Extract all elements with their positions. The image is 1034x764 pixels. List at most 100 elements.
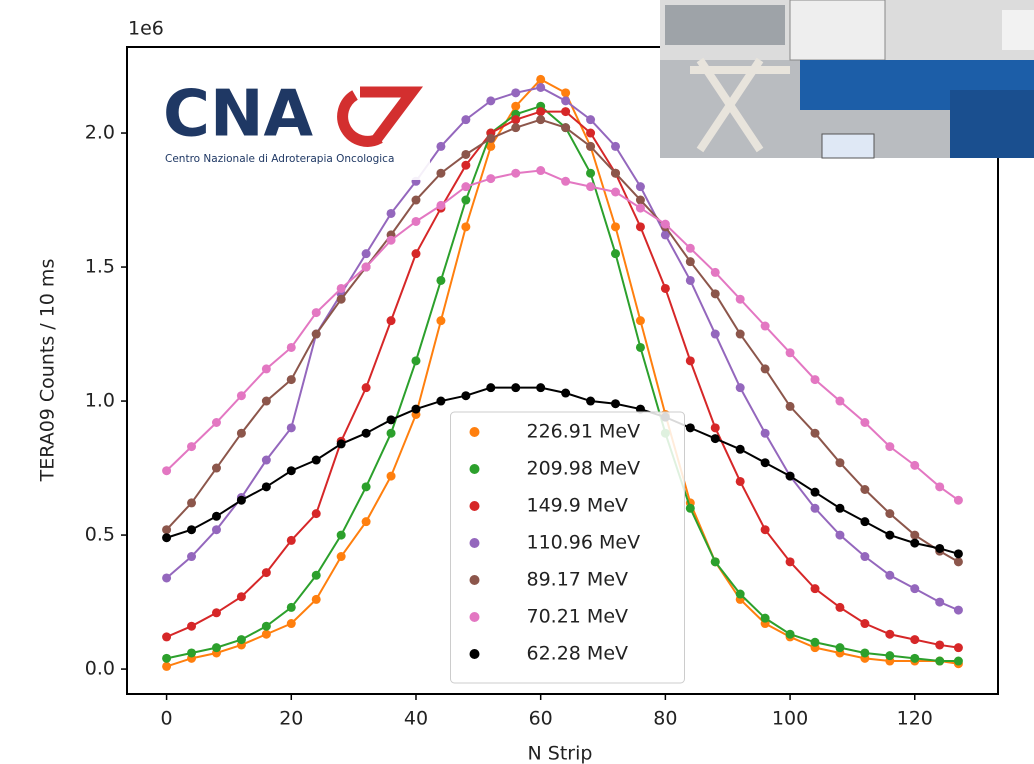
x-tick-label: 120 bbox=[897, 708, 933, 730]
x-tick-label: 40 bbox=[404, 708, 428, 730]
photo-frame bbox=[690, 57, 790, 153]
legend-label: 70.21 MeV bbox=[527, 606, 629, 628]
data-point bbox=[885, 651, 895, 661]
data-point bbox=[436, 396, 446, 406]
data-point bbox=[910, 530, 920, 540]
data-point bbox=[785, 471, 795, 481]
x-tick-label: 20 bbox=[279, 708, 303, 730]
photo-sign bbox=[1002, 10, 1034, 50]
data-point bbox=[436, 316, 446, 326]
data-point bbox=[910, 653, 920, 663]
data-point bbox=[735, 444, 745, 454]
data-point bbox=[735, 294, 745, 304]
data-point bbox=[810, 637, 820, 647]
x-tick-label: 0 bbox=[161, 708, 173, 730]
data-point bbox=[336, 294, 346, 304]
data-point bbox=[187, 498, 197, 508]
data-point bbox=[536, 115, 546, 125]
y-tick-label: 0.0 bbox=[85, 658, 115, 680]
data-point bbox=[261, 482, 271, 492]
data-point bbox=[436, 275, 446, 285]
data-point bbox=[361, 428, 371, 438]
data-point bbox=[935, 597, 945, 607]
data-point bbox=[511, 123, 521, 133]
data-point bbox=[910, 635, 920, 645]
data-point bbox=[810, 584, 820, 594]
data-point bbox=[461, 222, 471, 232]
data-point bbox=[760, 428, 770, 438]
data-point bbox=[311, 594, 321, 604]
data-point bbox=[760, 321, 770, 331]
data-point bbox=[286, 535, 296, 545]
data-point bbox=[162, 466, 172, 476]
data-point bbox=[835, 458, 845, 468]
data-point bbox=[486, 174, 496, 184]
data-point bbox=[885, 629, 895, 639]
photo-stand bbox=[950, 90, 1034, 158]
data-point bbox=[436, 141, 446, 151]
data-point bbox=[361, 262, 371, 272]
data-point bbox=[561, 88, 571, 98]
data-point bbox=[361, 482, 371, 492]
data-point bbox=[261, 455, 271, 465]
data-point bbox=[586, 182, 596, 192]
data-point bbox=[710, 289, 720, 299]
legend: 226.91 MeV 209.98 MeV 149.9 MeV 110.96 MeV 8… bbox=[450, 411, 685, 684]
data-point bbox=[685, 257, 695, 267]
data-point bbox=[236, 635, 246, 645]
data-point bbox=[187, 648, 197, 658]
legend-label: 226.91 MeV bbox=[527, 421, 641, 443]
data-point bbox=[386, 316, 396, 326]
data-point bbox=[261, 621, 271, 631]
data-point bbox=[860, 619, 870, 629]
legend-label: 149.9 MeV bbox=[527, 495, 629, 517]
data-point bbox=[953, 656, 963, 666]
data-point bbox=[336, 552, 346, 562]
data-point bbox=[735, 476, 745, 486]
data-point bbox=[261, 568, 271, 578]
data-point bbox=[211, 608, 221, 618]
data-point bbox=[660, 219, 670, 229]
data-point bbox=[236, 391, 246, 401]
data-point bbox=[187, 525, 197, 535]
data-point bbox=[211, 511, 221, 521]
plot-area bbox=[162, 74, 963, 671]
data-point bbox=[386, 428, 396, 438]
photo-box bbox=[789, 0, 886, 61]
data-point bbox=[411, 249, 421, 259]
data-point bbox=[635, 203, 645, 213]
data-point bbox=[286, 466, 296, 476]
y-tick-label: 1.0 bbox=[85, 390, 115, 412]
data-point bbox=[486, 133, 496, 143]
data-point bbox=[735, 589, 745, 599]
data-point bbox=[311, 509, 321, 519]
data-point bbox=[361, 383, 371, 393]
legend-label: 209.98 MeV bbox=[527, 458, 641, 480]
data-point bbox=[436, 200, 446, 210]
data-point bbox=[760, 364, 770, 374]
data-point bbox=[885, 509, 895, 519]
x-axis-label: N Strip bbox=[528, 743, 593, 764]
data-point bbox=[286, 619, 296, 629]
data-point bbox=[953, 549, 963, 559]
data-point bbox=[386, 208, 396, 218]
data-point bbox=[885, 530, 895, 540]
data-point bbox=[411, 195, 421, 205]
data-point bbox=[935, 640, 945, 650]
data-point bbox=[685, 503, 695, 513]
data-point bbox=[586, 128, 596, 138]
data-point bbox=[386, 471, 396, 481]
data-point bbox=[660, 283, 670, 293]
data-point bbox=[860, 552, 870, 562]
data-point bbox=[586, 115, 596, 125]
data-point bbox=[187, 442, 197, 452]
data-point bbox=[910, 538, 920, 548]
data-point bbox=[710, 329, 720, 339]
data-point bbox=[162, 533, 172, 543]
data-point bbox=[336, 530, 346, 540]
data-point bbox=[511, 168, 521, 178]
data-point bbox=[810, 503, 820, 513]
logo: CNA Centro Nazionale di Adroterapia Onco… bbox=[150, 75, 430, 180]
data-point bbox=[286, 375, 296, 385]
